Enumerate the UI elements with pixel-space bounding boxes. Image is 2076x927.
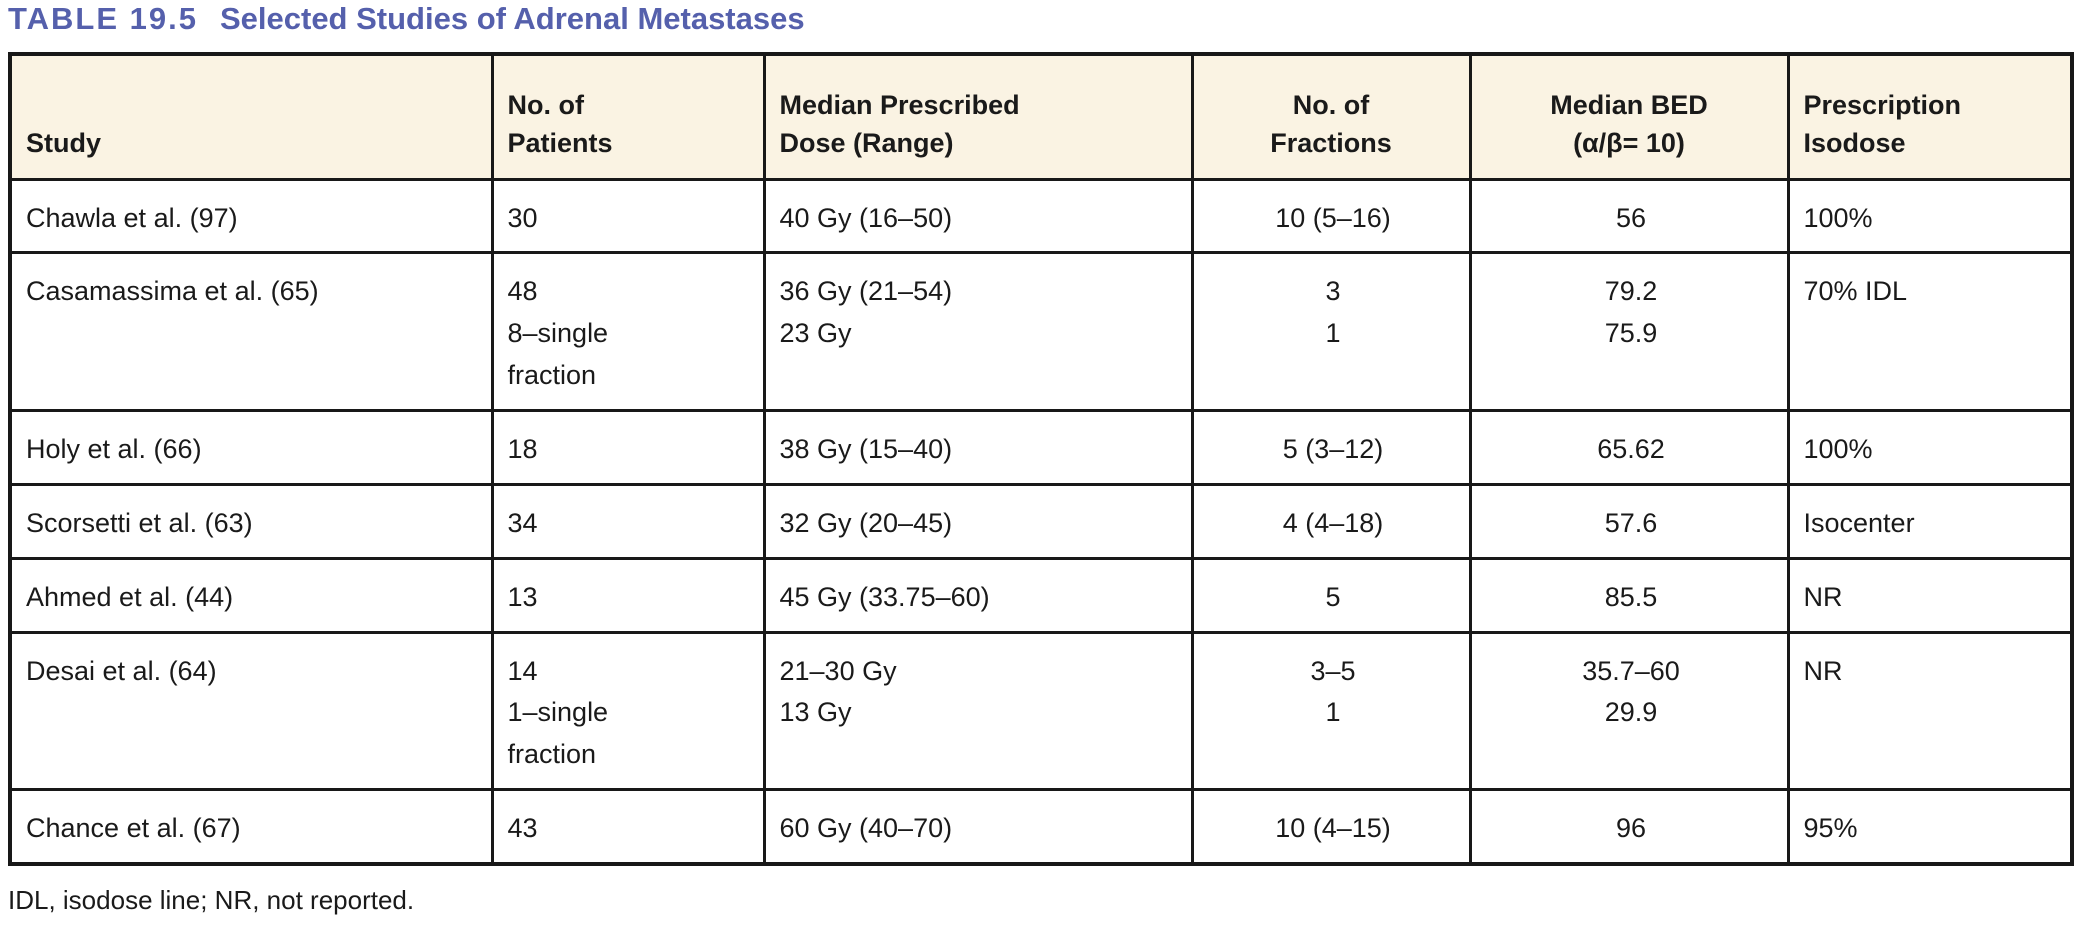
table-row: Desai et al. (64) 14 1–single fraction 2… [8,630,2074,792]
cell-study: Holy et al. (66) [8,408,494,486]
cell-bed: 35.7–60 29.9 [1468,630,1790,792]
adrenal-metastases-table: Study No. of Patients Median Prescribed … [8,52,2074,866]
cell-study: Casamassima et al. (65) [8,251,494,412]
column-header-study: Study [8,52,494,181]
page-title: TABLE 19.5 Selected Studies of Adrenal Me… [8,1,2076,36]
cell-patients: 13 [490,556,766,634]
table-row: Casamassima et al. (65) 48 8–single frac… [8,251,2074,412]
cell-isodose: Isocenter [1786,482,2074,560]
cell-study: Ahmed et al. (44) [8,556,494,634]
cell-bed: 65.62 [1468,408,1790,486]
cell-isodose: 100% [1786,177,2074,255]
cell-dose: 32 Gy (20–45) [762,482,1194,560]
table-number-label: TABLE 19.5 [8,1,198,36]
column-header-isodose: Prescription Isodose [1786,52,2074,181]
cell-fractions: 3–5 1 [1190,630,1472,792]
cell-fractions: 5 [1190,556,1472,634]
cell-dose: 40 Gy (16–50) [762,177,1194,255]
column-header-patients: No. of Patients [490,52,766,181]
table-row: Scorsetti et al. (63) 34 32 Gy (20–45) 4… [8,482,2074,560]
cell-fractions: 10 (5–16) [1190,177,1472,255]
table-heading: Selected Studies of Adrenal Metastases [219,1,805,36]
cell-bed: 85.5 [1468,556,1790,634]
cell-bed: 96 [1468,788,1790,866]
table-footnote: IDL, isodose line; NR, not reported. [8,884,415,915]
cell-dose: 60 Gy (40–70) [762,788,1194,866]
cell-patients: 14 1–single fraction [490,630,766,792]
cell-fractions: 10 (4–15) [1190,788,1472,866]
cell-patients: 48 8–single fraction [490,251,766,412]
cell-isodose: 70% IDL [1786,251,2074,412]
cell-isodose: NR [1786,556,2074,634]
cell-fractions: 3 1 [1190,251,1472,412]
cell-dose: 38 Gy (15–40) [762,408,1194,486]
cell-bed: 57.6 [1468,482,1790,560]
cell-isodose: 100% [1786,408,2074,486]
cell-study: Desai et al. (64) [8,630,494,792]
cell-study: Scorsetti et al. (63) [8,482,494,560]
cell-study: Chance et al. (67) [8,788,494,866]
cell-study: Chawla et al. (97) [8,177,494,255]
cell-isodose: 95% [1786,788,2074,866]
table-row: Chance et al. (67) 43 60 Gy (40–70) 10 (… [8,788,2074,866]
table-row: Ahmed et al. (44) 13 45 Gy (33.75–60) 5 … [8,556,2074,634]
cell-patients: 30 [490,177,766,255]
cell-fractions: 4 (4–18) [1190,482,1472,560]
cell-dose: 21–30 Gy 13 Gy [762,630,1194,792]
table-row: Holy et al. (66) 18 38 Gy (15–40) 5 (3–1… [8,408,2074,486]
table-row: Chawla et al. (97) 30 40 Gy (16–50) 10 (… [8,177,2074,255]
cell-dose: 45 Gy (33.75–60) [762,556,1194,634]
cell-patients: 34 [490,482,766,560]
column-header-bed: Median BED (α/β= 10) [1468,52,1790,181]
table-header-row: Study No. of Patients Median Prescribed … [8,52,2074,181]
cell-dose: 36 Gy (21–54) 23 Gy [762,251,1194,412]
cell-isodose: NR [1786,630,2074,792]
cell-patients: 43 [490,788,766,866]
cell-fractions: 5 (3–12) [1190,408,1472,486]
column-header-dose: Median Prescribed Dose (Range) [762,52,1194,181]
cell-patients: 18 [490,408,766,486]
cell-bed: 79.2 75.9 [1468,251,1790,412]
cell-bed: 56 [1468,177,1790,255]
column-header-fractions: No. of Fractions [1190,52,1472,181]
